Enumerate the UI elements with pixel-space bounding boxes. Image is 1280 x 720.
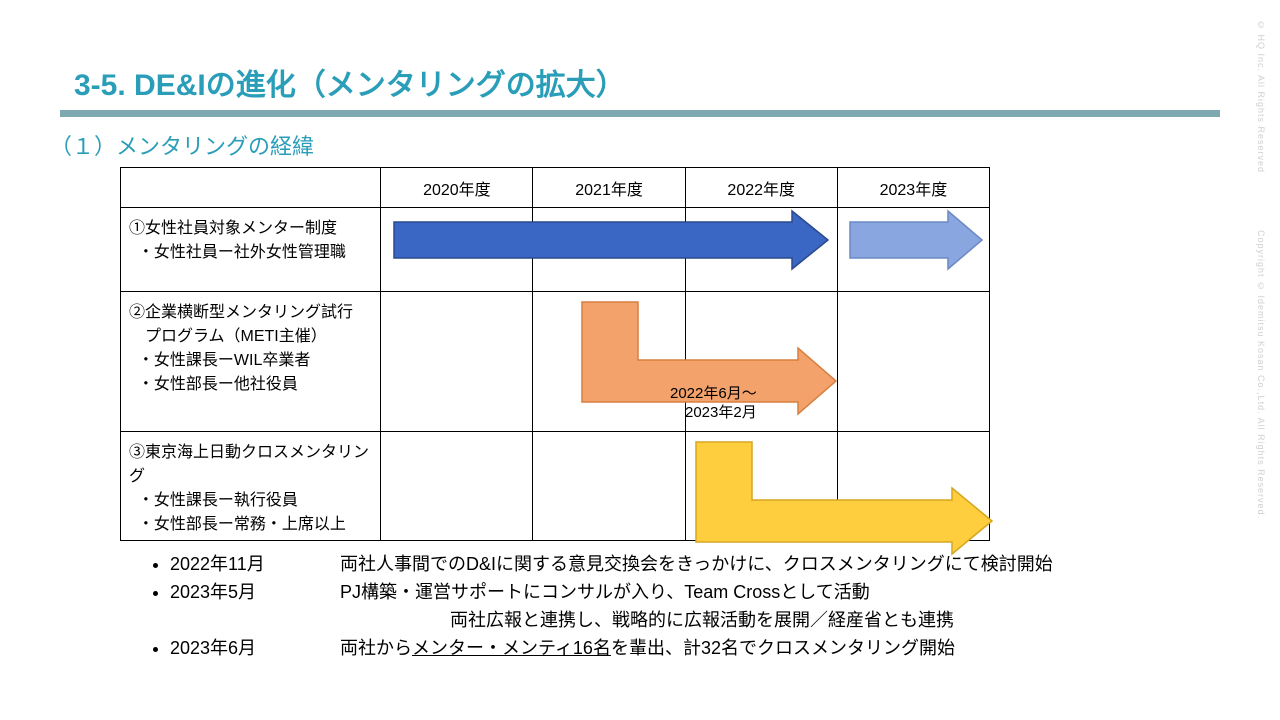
copyright-side-top: © HQ Inc. All Rights Reserved bbox=[1256, 20, 1266, 173]
table-row: ③東京海上日動クロスメンタリング ・女性課長ー執行役員 ・女性部長ー常務・上席以… bbox=[121, 432, 990, 541]
bullet-text: 両社からメンター・メンティ16名を輩出、計32名でクロスメンタリング開始 bbox=[340, 635, 955, 663]
header-year: 2020年度 bbox=[381, 168, 533, 208]
title-rule bbox=[60, 110, 1220, 117]
slide-title: 3-5. DE&Iの進化（メンタリングの拡大） bbox=[74, 60, 1220, 104]
table-row: ②企業横断型メンタリング試行 プログラム（METI主催） ・女性課長ーWIL卒業… bbox=[121, 292, 990, 432]
row-label: ②企業横断型メンタリング試行 プログラム（METI主催） ・女性課長ーWIL卒業… bbox=[121, 292, 381, 432]
table-header-row: 2020年度 2021年度 2022年度 2023年度 bbox=[121, 168, 990, 208]
bullet-item: 2022年11月両社人事間でのD&Iに関する意見交換会をきっかけに、クロスメンタ… bbox=[170, 551, 1220, 579]
copyright-side-bottom: Copyright © Idemitsu Kosan Co.,Ltd. All … bbox=[1256, 230, 1266, 519]
bullets-list: 2022年11月両社人事間でのD&Iに関する意見交換会をきっかけに、クロスメンタ… bbox=[130, 551, 1220, 663]
header-year: 2021年度 bbox=[533, 168, 685, 208]
bullet-subline: 両社広報と連携し、戦略的に広報活動を展開／経産省とも連携 bbox=[450, 607, 1220, 635]
section-subtitle: （１）メンタリングの経緯 bbox=[50, 129, 1220, 161]
bullet-date: 2022年11月 bbox=[170, 551, 340, 579]
table-row: ①女性社員対象メンター制度 ・女性社員ー社外女性管理職 bbox=[121, 208, 990, 292]
bullet-item: 2023年5月PJ構築・運営サポートにコンサルが入り、Team Crossとして… bbox=[170, 579, 1220, 607]
bullet-date: 2023年6月 bbox=[170, 635, 340, 663]
header-year: 2023年度 bbox=[837, 168, 989, 208]
timeline-table: 2020年度 2021年度 2022年度 2023年度 ①女性社員対象メンター制… bbox=[120, 167, 990, 541]
row-label: ③東京海上日動クロスメンタリング ・女性課長ー執行役員 ・女性部長ー常務・上席以… bbox=[121, 432, 381, 541]
timeline-table-wrap: 2020年度 2021年度 2022年度 2023年度 ①女性社員対象メンター制… bbox=[120, 167, 990, 541]
bullet-text: 両社人事間でのD&Iに関する意見交換会をきっかけに、クロスメンタリングにて検討開… bbox=[340, 551, 1053, 579]
row-label: ①女性社員対象メンター制度 ・女性社員ー社外女性管理職 bbox=[121, 208, 381, 292]
bullet-date: 2023年5月 bbox=[170, 579, 340, 607]
bullet-item: 2023年6月両社からメンター・メンティ16名を輩出、計32名でクロスメンタリン… bbox=[170, 635, 1220, 663]
header-year: 2022年度 bbox=[685, 168, 837, 208]
header-empty bbox=[121, 168, 381, 208]
bullet-text: PJ構築・運営サポートにコンサルが入り、Team Crossとして活動 bbox=[340, 579, 870, 607]
